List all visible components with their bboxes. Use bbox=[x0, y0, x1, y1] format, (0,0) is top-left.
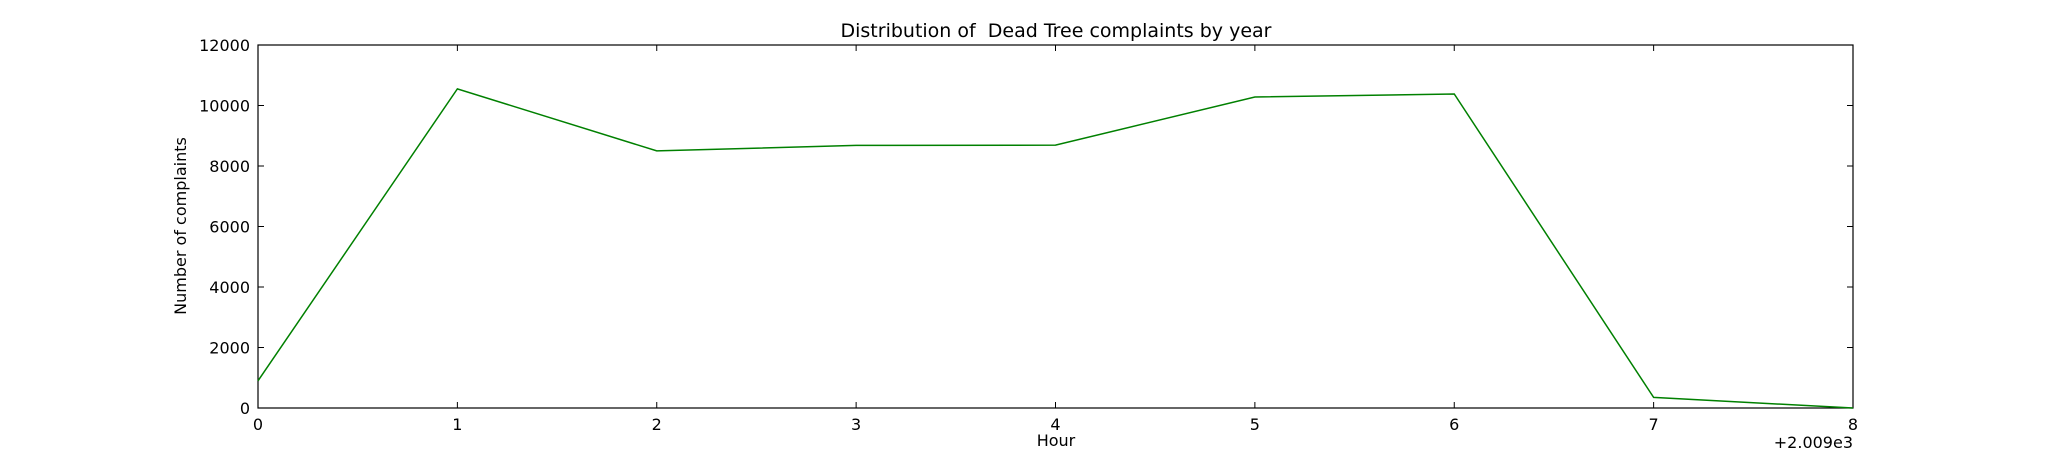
x-tick-label: 0 bbox=[253, 415, 263, 434]
x-tick-label: 1 bbox=[452, 415, 462, 434]
y-tick-label: 2000 bbox=[209, 339, 250, 358]
plot-area bbox=[257, 44, 1854, 409]
series-layer bbox=[257, 87, 1854, 409]
y-tick-label: 4000 bbox=[209, 278, 250, 297]
chart-title: Distribution of Dead Tree complaints by … bbox=[841, 20, 1272, 42]
x-tick-label: 8 bbox=[1848, 415, 1858, 434]
y-tick-label: 12000 bbox=[199, 36, 250, 55]
x-tick-label: 7 bbox=[1649, 415, 1659, 434]
y-tick-label: 6000 bbox=[209, 218, 250, 237]
plot-frame bbox=[257, 44, 1854, 409]
x-axis-offset-text: +2.009e3 bbox=[1774, 433, 1853, 450]
x-tick-label: 3 bbox=[851, 415, 861, 434]
y-tick-label: 10000 bbox=[199, 97, 250, 116]
x-tick-label: 5 bbox=[1250, 415, 1260, 434]
y-axis-label: Number of complaints bbox=[171, 137, 190, 315]
x-tick-label: 6 bbox=[1449, 415, 1459, 434]
x-tick-label: 2 bbox=[652, 415, 662, 434]
y-tick-label: 8000 bbox=[209, 157, 250, 176]
x-tick-label: 4 bbox=[1050, 415, 1060, 434]
x-axis-label: Hour bbox=[1037, 431, 1076, 450]
y-tick-label: 0 bbox=[240, 399, 250, 418]
x-axis-ticks: 0 1 2 3 4 5 6 7 8 bbox=[253, 45, 1858, 434]
